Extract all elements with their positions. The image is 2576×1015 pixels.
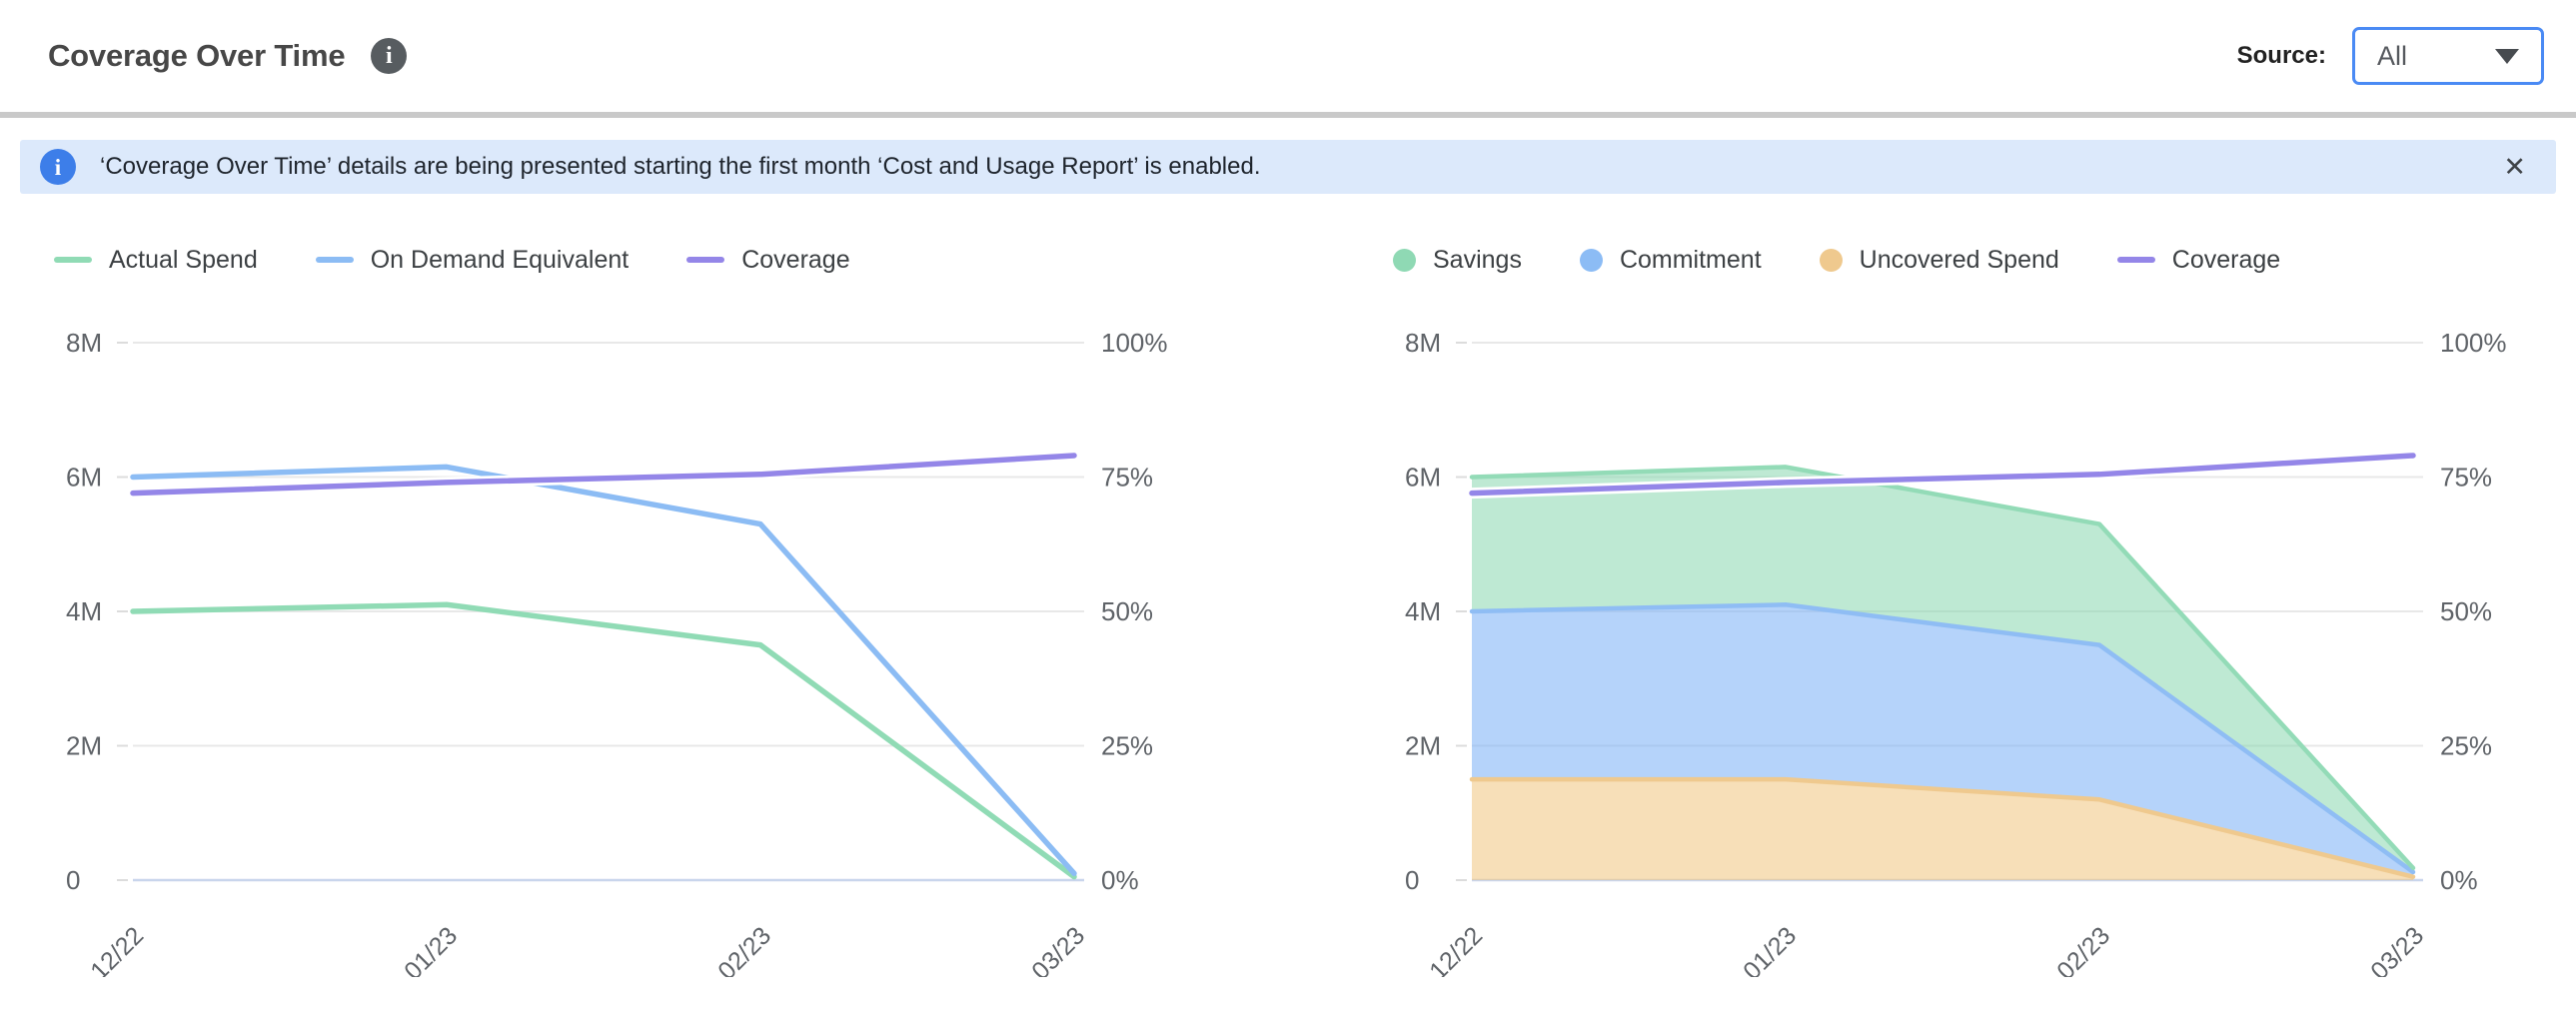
left-axis-tick-label: 8M: [66, 328, 102, 358]
line-chart-block: Actual Spend On Demand Equivalent Coverage…: [40, 194, 1199, 977]
savings-swatch-icon: [1393, 248, 1416, 272]
right-axis-tick-label: 100%: [1101, 328, 1168, 358]
right-axis-tick-label: 50%: [1101, 596, 1153, 626]
close-icon[interactable]: ✕: [2503, 151, 2526, 182]
right-axis-tick-label: 0%: [2440, 865, 2478, 895]
coverage-swatch-icon: [686, 257, 725, 263]
legend-item-savings[interactable]: Savings: [1393, 246, 1522, 275]
right-axis-tick-label: 50%: [2440, 596, 2492, 626]
legend-label: Coverage: [741, 245, 850, 274]
right-axis-tick-label: 75%: [2440, 463, 2492, 493]
area-chart-legend: Savings Commitment Uncovered Spend Coverage: [1393, 240, 2538, 280]
legend-label: On Demand Equivalent: [370, 245, 630, 274]
info-icon[interactable]: i: [371, 38, 408, 74]
line-actual-spend: [130, 601, 1077, 880]
x-axis-tick-label: 02/23: [712, 921, 776, 977]
coverage-area-chart: 0 2M 4M 6M 8M 0% 25% 50% 75% 100% 12/22 01/23 02/23 0…: [1405, 328, 2507, 977]
left-axis-tick-label: 2M: [1405, 731, 1441, 761]
x-axis-tick-label: 01/23: [399, 921, 463, 977]
coverage-line-chart: 0 2M 4M 6M 8M 0% 25% 50% 75% 100% 12/22 01/23 02/23 0…: [66, 328, 1168, 977]
left-axis-tick-label: 4M: [1405, 596, 1441, 626]
line-coverage: [130, 453, 1077, 497]
legend-item-actual-spend[interactable]: Actual Spend: [54, 246, 258, 275]
x-axis-tick-label: 03/23: [1026, 921, 1090, 977]
legend-item-commitment[interactable]: Commitment: [1579, 245, 1762, 275]
banner-info-icon: i: [40, 149, 76, 185]
left-axis-tick-label: 2M: [66, 731, 102, 761]
legend-item-coverage[interactable]: Coverage: [686, 245, 850, 275]
legend-label: Uncovered Spend: [1859, 245, 2059, 274]
source-control: Source: All: [2237, 27, 2544, 85]
page-header: Coverage Over Time i Source: All: [0, 0, 2576, 112]
source-dropdown[interactable]: All: [2352, 27, 2544, 85]
commitment-swatch-icon: [1579, 248, 1603, 272]
coverage-swatch-icon: [2116, 257, 2155, 263]
page-title: Coverage Over Time: [48, 38, 346, 73]
legend-label: Savings: [1433, 245, 1522, 274]
charts-row: Actual Spend On Demand Equivalent Coverage…: [0, 194, 2576, 977]
chevron-down-icon: [2495, 48, 2519, 64]
area-commitment: [1472, 604, 2413, 877]
on-demand-equivalent-swatch-icon: [315, 257, 354, 263]
area-chart-block: Savings Commitment Uncovered Spend Coverage…: [1379, 194, 2538, 977]
legend-label: Coverage: [2171, 245, 2281, 274]
title-wrap: Coverage Over Time i: [48, 38, 408, 74]
banner-text: ‘Coverage Over Time’ details are being p…: [100, 153, 1261, 180]
legend-label: Actual Spend: [109, 245, 258, 274]
left-axis-tick-label: 8M: [1405, 328, 1441, 358]
area-uncovered-spend: [1472, 779, 2413, 880]
legend-label: Commitment: [1619, 245, 1762, 274]
left-axis-tick-label: 4M: [66, 596, 102, 626]
right-axis-tick-label: 0%: [1101, 865, 1139, 895]
right-axis-tick-label: 100%: [2440, 328, 2507, 358]
left-axis-tick-label: 0: [66, 865, 80, 895]
left-axis-tick-label: 0: [1405, 865, 1419, 895]
line-coverage: [1469, 453, 2416, 497]
left-axis-tick-label: 6M: [66, 463, 102, 493]
source-label: Source:: [2236, 42, 2326, 69]
right-axis-tick-label: 25%: [2440, 731, 2492, 761]
header-divider: [0, 112, 2576, 118]
legend-item-on-demand-equivalent[interactable]: On Demand Equivalent: [315, 245, 630, 275]
x-axis-tick-label: 12/22: [1424, 921, 1488, 977]
x-axis-tick-label: 03/23: [2365, 921, 2429, 977]
right-axis-tick-label: 25%: [1101, 731, 1153, 761]
info-banner: i ‘Coverage Over Time’ details are being…: [20, 140, 2556, 194]
area-savings: [1472, 467, 2413, 872]
legend-item-coverage[interactable]: Coverage: [2116, 245, 2281, 275]
line-on-demand-equivalent: [130, 464, 1077, 877]
x-axis-tick-label: 01/23: [1738, 921, 1802, 977]
x-axis-tick-label: 12/22: [85, 921, 149, 977]
actual-spend-swatch-icon: [54, 257, 92, 263]
right-axis-tick-label: 75%: [1101, 463, 1153, 493]
legend-item-uncovered-spend[interactable]: Uncovered Spend: [1819, 245, 2059, 275]
left-axis-tick-label: 6M: [1405, 463, 1441, 493]
uncovered-spend-swatch-icon: [1819, 248, 1843, 272]
x-axis-tick-label: 02/23: [2051, 921, 2115, 977]
line-chart-legend: Actual Spend On Demand Equivalent Coverage: [54, 240, 1199, 280]
source-dropdown-value: All: [2377, 40, 2408, 71]
